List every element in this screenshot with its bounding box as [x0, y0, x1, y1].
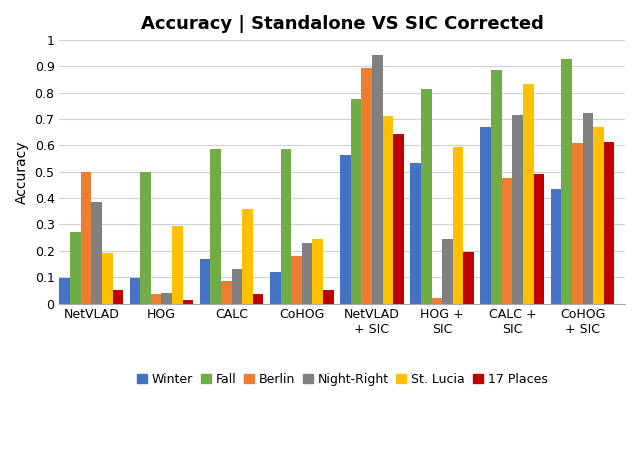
Bar	[302, 243, 312, 304]
Bar	[452, 147, 463, 304]
Bar	[172, 226, 182, 304]
Bar	[442, 239, 452, 304]
Bar	[323, 290, 333, 304]
Bar	[291, 256, 302, 304]
Bar	[593, 127, 604, 304]
Bar	[92, 202, 102, 304]
Bar	[410, 163, 421, 304]
Bar	[270, 272, 280, 304]
Bar	[561, 59, 572, 304]
Bar	[60, 278, 70, 304]
Bar	[81, 172, 92, 304]
Bar	[161, 293, 172, 304]
Bar	[129, 278, 140, 304]
Bar	[491, 70, 502, 304]
Bar	[340, 155, 351, 304]
Bar	[502, 178, 513, 304]
Bar	[513, 115, 523, 304]
Bar	[140, 172, 151, 304]
Bar	[582, 112, 593, 304]
Bar	[604, 141, 614, 304]
Title: Accuracy | Standalone VS SIC Corrected: Accuracy | Standalone VS SIC Corrected	[141, 15, 543, 33]
Bar	[534, 174, 544, 304]
Bar	[200, 259, 211, 304]
Bar	[280, 149, 291, 304]
Bar	[481, 127, 491, 304]
Bar	[463, 252, 474, 304]
Bar	[211, 149, 221, 304]
Bar	[221, 281, 232, 304]
Bar	[362, 68, 372, 304]
Legend: Winter, Fall, Berlin, Night-Right, St. Lucia, 17 Places: Winter, Fall, Berlin, Night-Right, St. L…	[132, 368, 552, 391]
Bar	[253, 294, 264, 304]
Bar	[312, 239, 323, 304]
Bar	[232, 269, 243, 304]
Bar	[372, 55, 383, 304]
Bar	[70, 232, 81, 304]
Bar	[113, 290, 123, 304]
Bar	[572, 143, 582, 304]
Bar	[243, 208, 253, 304]
Bar	[351, 99, 362, 304]
Bar	[523, 84, 534, 304]
Bar	[550, 189, 561, 304]
Bar	[421, 89, 431, 304]
Bar	[383, 117, 393, 304]
Bar	[151, 294, 161, 304]
Bar	[182, 299, 193, 304]
Bar	[431, 298, 442, 304]
Bar	[393, 134, 404, 304]
Bar	[102, 253, 113, 304]
Y-axis label: Accuracy: Accuracy	[15, 140, 29, 204]
